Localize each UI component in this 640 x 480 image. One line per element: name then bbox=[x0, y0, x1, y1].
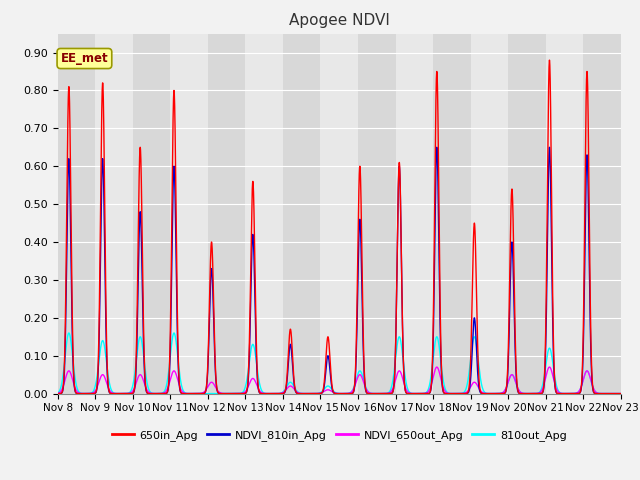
810out_Apg bbox=[54, 390, 61, 396]
NDVI_810in_Apg bbox=[433, 144, 441, 150]
Line: 650in_Apg: 650in_Apg bbox=[58, 60, 621, 394]
650in_Apg bbox=[517, 391, 525, 396]
NDVI_650out_Apg bbox=[517, 390, 525, 396]
810out_Apg bbox=[420, 391, 428, 396]
Bar bbox=[583, 34, 621, 394]
Bar bbox=[58, 34, 95, 394]
650in_Apg bbox=[392, 352, 399, 358]
NDVI_650out_Apg bbox=[433, 364, 441, 370]
650in_Apg bbox=[420, 391, 428, 396]
Bar bbox=[433, 34, 470, 394]
Bar bbox=[358, 34, 396, 394]
NDVI_810in_Apg bbox=[517, 391, 525, 396]
650in_Apg bbox=[156, 391, 164, 396]
NDVI_650out_Apg bbox=[156, 391, 164, 396]
NDVI_810in_Apg bbox=[420, 391, 428, 396]
NDVI_650out_Apg bbox=[392, 377, 399, 383]
810out_Apg bbox=[617, 391, 625, 396]
650in_Apg bbox=[54, 391, 61, 396]
NDVI_810in_Apg bbox=[474, 374, 482, 380]
Bar bbox=[283, 34, 321, 394]
810out_Apg bbox=[392, 356, 399, 361]
Bar bbox=[208, 34, 245, 394]
810out_Apg bbox=[474, 356, 482, 361]
NDVI_650out_Apg bbox=[420, 391, 428, 396]
Line: NDVI_650out_Apg: NDVI_650out_Apg bbox=[58, 367, 621, 394]
Title: Apogee NDVI: Apogee NDVI bbox=[289, 13, 390, 28]
650in_Apg bbox=[617, 391, 625, 396]
650in_Apg bbox=[546, 57, 554, 63]
NDVI_810in_Apg bbox=[269, 391, 276, 396]
810out_Apg bbox=[269, 391, 277, 396]
NDVI_810in_Apg bbox=[54, 391, 61, 396]
NDVI_810in_Apg bbox=[392, 353, 399, 359]
NDVI_810in_Apg bbox=[617, 391, 625, 396]
Line: NDVI_810in_Apg: NDVI_810in_Apg bbox=[58, 147, 621, 394]
NDVI_650out_Apg bbox=[617, 391, 625, 396]
NDVI_810in_Apg bbox=[156, 391, 164, 396]
Text: EE_met: EE_met bbox=[61, 52, 108, 65]
810out_Apg bbox=[209, 391, 217, 396]
Legend: 650in_Apg, NDVI_810in_Apg, NDVI_650out_Apg, 810out_Apg: 650in_Apg, NDVI_810in_Apg, NDVI_650out_A… bbox=[108, 426, 571, 445]
Line: 810out_Apg: 810out_Apg bbox=[58, 333, 621, 394]
810out_Apg bbox=[517, 390, 525, 396]
Bar bbox=[508, 34, 546, 394]
NDVI_650out_Apg bbox=[54, 390, 61, 396]
810out_Apg bbox=[65, 330, 73, 336]
810out_Apg bbox=[156, 391, 164, 396]
650in_Apg bbox=[269, 391, 276, 396]
NDVI_650out_Apg bbox=[269, 391, 276, 396]
NDVI_650out_Apg bbox=[474, 384, 482, 389]
650in_Apg bbox=[474, 349, 482, 355]
Bar bbox=[132, 34, 170, 394]
